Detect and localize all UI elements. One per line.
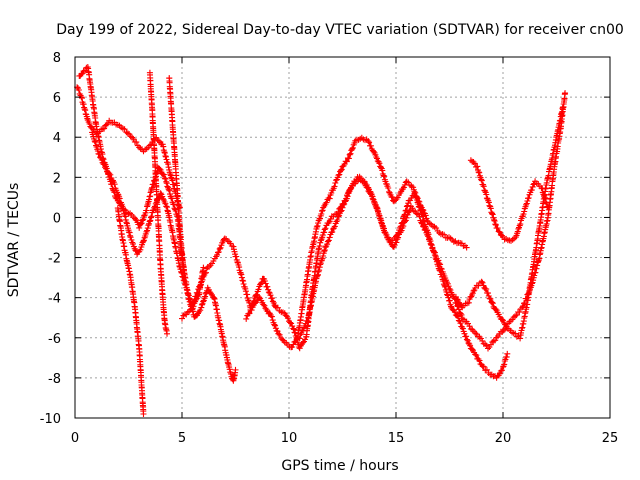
y-tick-label: 2 [53,171,61,186]
x-tick-label: 0 [71,431,79,446]
data-point-marks [146,69,171,337]
y-axis-label: SDTVAR / TECUs [6,183,22,298]
x-axis-label: GPS time / hours [281,458,398,474]
series-track-d [114,205,147,417]
y-tick-label: 4 [53,131,61,146]
data-point-marks [166,75,188,277]
chart-title: Day 199 of 2022, Sidereal Day-to-day VTE… [56,22,624,38]
data-point-marks [114,205,147,417]
axis-layer: 0 5 10 15 20 25 -10 -8 -6 -4 -2 0 2 4 6 8 [40,51,619,446]
x-tick-label: 10 [281,431,298,446]
marks-layer [74,64,569,417]
x-tick-label: 25 [602,431,619,446]
y-tick-label: -8 [48,372,61,387]
data-point-marks [243,134,511,381]
data-point-marks [467,157,551,244]
y-tick-label: 6 [53,91,61,106]
series-track-h [243,134,511,381]
series-track-i [296,90,569,352]
x-tick-label: 20 [495,431,512,446]
series-track-k [452,104,566,342]
x-tick-label: 5 [178,431,186,446]
data-point-marks [452,104,566,342]
y-tick-label: 8 [53,51,61,66]
y-tick-label: -4 [48,292,61,307]
series-track-e [146,69,171,337]
series-track-a [74,84,183,211]
series-track-j [467,157,551,244]
x-tick-label: 15 [388,431,405,446]
y-tick-label: -10 [40,412,61,427]
data-point-marks [296,90,569,352]
y-tick-label: 0 [53,211,61,226]
series-track-f [166,75,188,277]
plot-frame [74,56,611,419]
data-point-marks [74,84,183,211]
y-tick-label: -6 [48,332,61,347]
y-tick-label: -2 [48,252,61,267]
